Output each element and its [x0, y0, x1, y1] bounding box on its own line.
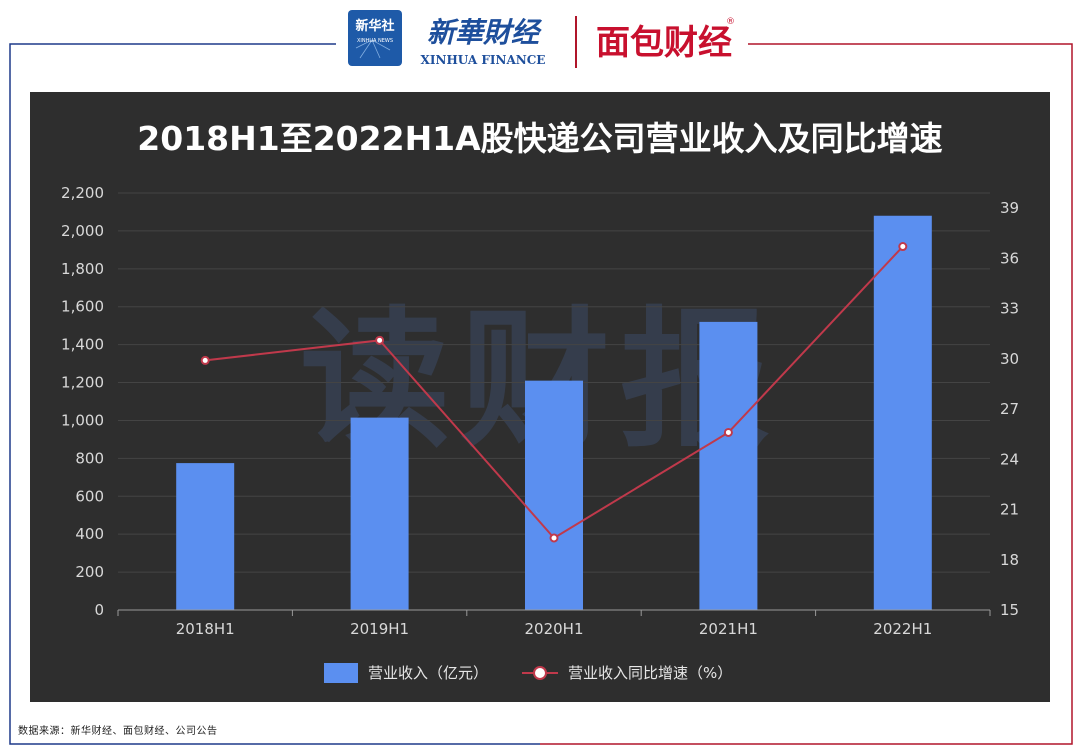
- y-left-tick-label: 800: [75, 449, 104, 467]
- y-right-tick-label: 30: [1000, 350, 1019, 368]
- y-left-tick-label: 0: [94, 601, 104, 619]
- x-tick-label: 2020H1: [525, 620, 584, 638]
- y-axis-left-ticks: 0 200 400 600 800 1,000 1,200 1,400 1,600 1,800 2,…: [61, 184, 104, 619]
- bar: [873, 215, 932, 610]
- xinhua-finance-logo-en: XINHUA FINANCE: [421, 53, 546, 67]
- growth-point: [375, 335, 385, 345]
- axes: [117, 609, 991, 616]
- frame-left-border: [9, 43, 540, 745]
- frame-right-border: [540, 43, 1073, 745]
- y-right-tick-label: 15: [1000, 601, 1019, 619]
- x-tick-label: 2021H1: [699, 620, 758, 638]
- line-series: [200, 242, 908, 543]
- bar: [350, 417, 409, 610]
- y-left-tick-label: 2,200: [61, 184, 104, 202]
- x-tick-label: 2018H1: [176, 620, 235, 638]
- mianbao-finance-logo: 面包财经: [596, 23, 732, 63]
- x-axis-ticks: 2018H1 2019H1 2020H1 2021H1 2022H1: [176, 620, 933, 638]
- xinhua-news-logo: 新华社 XINHUA NEWS: [348, 10, 402, 66]
- y-left-tick-label: 1,600: [61, 298, 104, 316]
- source-note: 数据来源：新华财经、面包财经、公司公告: [18, 726, 218, 737]
- legend-line-label: 营业收入同比增速（%）: [568, 664, 732, 682]
- y-left-tick-label: 2,000: [61, 222, 104, 240]
- growth-point: [898, 242, 908, 252]
- xinhua-finance-logo-cn: 新華財经: [427, 16, 543, 49]
- x-tick-label: 2019H1: [350, 620, 409, 638]
- chart-title: 2018H1至2022H1A股快递公司营业收入及同比增速: [137, 119, 942, 158]
- bar: [525, 380, 583, 610]
- legend-bar-swatch: [324, 663, 358, 683]
- y-right-tick-label: 36: [1000, 249, 1019, 267]
- xinhua-news-logo-text: 新华社: [355, 18, 394, 34]
- y-right-tick-label: 27: [1000, 400, 1019, 418]
- xinhua-news-logo-sub: XINHUA NEWS: [357, 38, 393, 44]
- bar-series: [176, 215, 932, 610]
- y-left-tick-label: 1,800: [61, 260, 104, 278]
- y-left-tick-label: 1,400: [61, 336, 104, 354]
- y-left-tick-label: 400: [75, 525, 104, 543]
- registered-mark: ®: [726, 17, 735, 27]
- bar: [176, 463, 235, 610]
- y-right-tick-label: 39: [1000, 199, 1019, 217]
- legend-line-marker: [533, 666, 547, 680]
- y-left-tick-label: 200: [75, 563, 104, 581]
- growth-point: [549, 533, 559, 543]
- y-left-tick-label: 1,200: [61, 374, 104, 392]
- y-right-tick-label: 33: [1000, 300, 1019, 318]
- y-right-tick-label: 24: [1000, 450, 1019, 468]
- bar: [699, 321, 758, 610]
- legend-bar-label: 营业收入（亿元）: [368, 664, 488, 682]
- legend: 营业收入（亿元） 营业收入同比增速（%）: [324, 663, 732, 683]
- growth-point: [200, 355, 210, 365]
- x-tick-label: 2022H1: [873, 620, 932, 638]
- y-left-tick-label: 1,000: [61, 411, 104, 429]
- y-right-tick-label: 18: [1000, 551, 1019, 569]
- y-right-tick-label: 21: [1000, 501, 1019, 519]
- y-axis-right-ticks: 15 18 21 24 27 30 33 36 39: [1000, 199, 1019, 619]
- y-left-tick-label: 600: [75, 487, 104, 505]
- growth-point: [723, 427, 733, 437]
